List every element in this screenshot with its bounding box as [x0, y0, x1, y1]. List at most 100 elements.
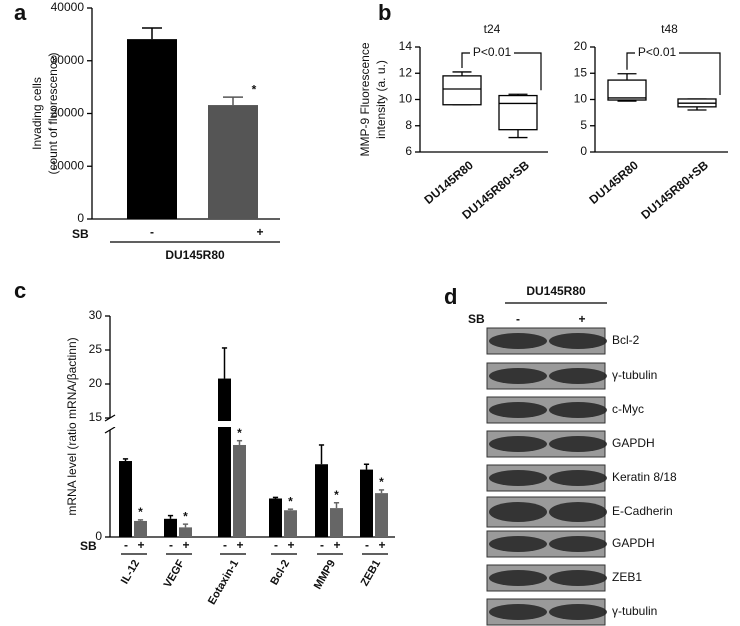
y-axis-label: MMP-9 Fluorescence — [358, 42, 372, 156]
bar — [164, 518, 177, 537]
lane-label: + — [333, 538, 340, 552]
significance: * — [138, 505, 143, 519]
significance: * — [334, 488, 339, 502]
lane-label: - — [169, 538, 173, 552]
lane-label: + — [287, 538, 294, 552]
y-tick-label: 8 — [405, 118, 412, 132]
x-row-label: SB — [80, 539, 97, 553]
box — [498, 94, 538, 131]
blot-band — [489, 502, 547, 522]
y-tick-label: 0 — [580, 144, 587, 158]
panel-letter: a — [14, 0, 27, 25]
y-tick-label: 15 — [574, 65, 588, 79]
box — [607, 79, 647, 101]
lane-label: + — [137, 538, 144, 552]
blot-band — [489, 604, 547, 620]
band-label: ZEB1 — [612, 570, 642, 584]
box — [442, 75, 482, 106]
lane-label: + — [578, 312, 585, 326]
lane-label: - — [223, 538, 227, 552]
bar — [119, 461, 132, 537]
significance: * — [288, 494, 293, 508]
band-label: γ-tubulin — [612, 604, 657, 618]
y-tick-label: 30000 — [51, 53, 85, 67]
y-tick-label: 14 — [399, 39, 413, 53]
bar — [127, 39, 177, 220]
bar — [134, 520, 147, 537]
x-tick-label: + — [256, 225, 263, 239]
significance: * — [183, 509, 188, 523]
lane-label: - — [320, 538, 324, 552]
y-tick-label: 20000 — [51, 106, 85, 120]
x-tick-label: - — [150, 225, 154, 239]
y-tick-label: 6 — [405, 144, 412, 158]
break-gap — [111, 421, 396, 427]
bar — [284, 510, 297, 537]
chart-title: t24 — [484, 22, 501, 36]
blot-band — [549, 570, 607, 586]
lane-label: + — [378, 538, 385, 552]
band-label: Bcl-2 — [612, 333, 640, 347]
blot-band — [549, 402, 607, 418]
y-tick-label: 25 — [89, 342, 103, 356]
bar — [179, 527, 192, 537]
y-axis-label: (count of fluorescence) — [46, 52, 60, 174]
chart-title: t48 — [661, 22, 678, 36]
bar — [269, 498, 282, 537]
bracket-gap — [635, 48, 679, 58]
y-tick-label: 40000 — [51, 0, 85, 14]
panel-letter: c — [14, 278, 26, 303]
y-tick-label: 30 — [89, 308, 103, 322]
blot-band — [549, 604, 607, 620]
bar — [218, 378, 231, 537]
p-value: P<0.01 — [473, 45, 512, 59]
y-tick-label: 10 — [399, 92, 413, 106]
lane-label: - — [274, 538, 278, 552]
lane-label: - — [516, 312, 520, 326]
bar — [375, 493, 388, 537]
y-axis-label: Invading cells — [30, 77, 44, 150]
significance: * — [252, 82, 257, 96]
blot-band — [549, 436, 607, 452]
band-label: Keratin 8/18 — [612, 470, 677, 484]
y-tick-label: 15 — [89, 410, 103, 424]
blot-band — [489, 368, 547, 384]
lane-label: - — [124, 538, 128, 552]
band-label: γ-tubulin — [612, 368, 657, 382]
blot-band — [489, 536, 547, 552]
blot-band — [489, 402, 547, 418]
blot-band — [549, 502, 607, 522]
p-value: P<0.01 — [638, 45, 677, 59]
y-tick-label: 12 — [399, 65, 413, 79]
blot-group: DU145R80 — [526, 284, 586, 298]
band-label: c-Myc — [612, 402, 644, 416]
blot-band — [489, 436, 547, 452]
band-label: GAPDH — [612, 536, 655, 550]
lane-label: + — [236, 538, 243, 552]
lane-label: + — [182, 538, 189, 552]
blot-band — [549, 368, 607, 384]
band-label: GAPDH — [612, 436, 655, 450]
bracket-gap — [470, 48, 514, 58]
panel-letter: d — [444, 284, 457, 309]
y-tick-label: 0 — [77, 211, 84, 225]
group-label: DU145R80 — [165, 248, 225, 262]
lane-label: - — [365, 538, 369, 552]
band-label: E-Cadherin — [612, 504, 673, 518]
y-axis-label: intensity (a. u.) — [374, 60, 388, 139]
blot-band — [489, 470, 547, 486]
y-tick-label: 5 — [580, 118, 587, 132]
bar — [208, 105, 258, 219]
axis-break — [104, 426, 116, 434]
blot-band — [549, 470, 607, 486]
y-tick-label: 20 — [89, 376, 103, 390]
bar — [360, 469, 373, 537]
blot-band — [489, 570, 547, 586]
bar — [315, 464, 328, 537]
bar — [330, 508, 343, 537]
y-tick-label: 20 — [574, 39, 588, 53]
y-tick-label: 10000 — [51, 158, 85, 172]
x-row-label: SB — [72, 227, 89, 241]
y-tick-label: 0 — [95, 529, 102, 543]
